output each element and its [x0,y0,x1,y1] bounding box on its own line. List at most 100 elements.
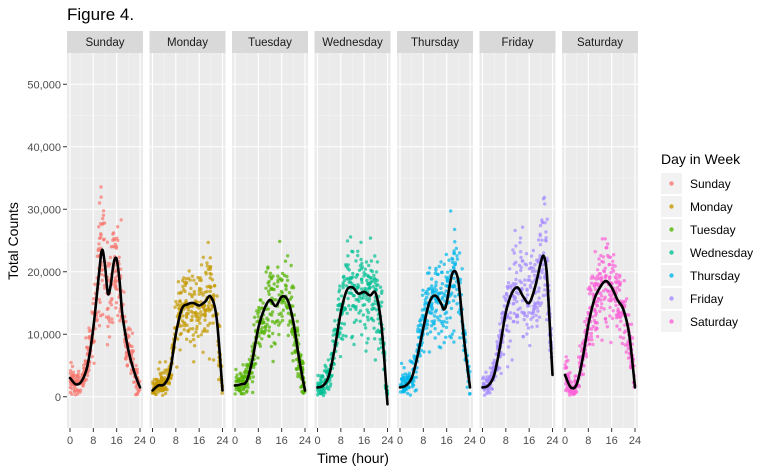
data-point [198,316,202,320]
data-point [531,248,535,253]
data-point [514,277,518,282]
data-point [208,289,212,294]
data-point [506,281,511,285]
data-point [529,254,534,258]
data-point [518,279,522,283]
data-point [119,218,123,222]
data-point [428,266,432,270]
legend-swatch [669,227,674,232]
data-point [367,282,371,286]
x-tick-label: 0 [562,435,568,447]
data-point [486,390,490,395]
data-point [81,383,86,387]
data-point [137,389,141,393]
data-point [535,324,539,328]
data-point [276,280,280,284]
smooth-line-tuesday [233,294,307,392]
data-point [134,393,138,397]
facet-strip [562,31,638,53]
data-point [401,375,405,380]
data-point [419,348,424,352]
data-point [257,334,261,338]
data-point [247,363,251,367]
data-point [279,311,283,315]
data-point [199,300,203,304]
data-point [491,361,495,365]
data-point [265,316,269,320]
smooth-line-wednesday [316,285,389,406]
data-point [611,269,616,273]
data-point [504,299,508,303]
data-point [518,306,522,310]
data-point [432,314,437,318]
data-point [436,291,440,296]
data-point [407,371,412,375]
data-point [608,305,612,310]
data-point [573,390,577,394]
data-point [267,325,271,329]
data-point [366,310,371,315]
data-point [80,372,84,377]
data-point [612,253,616,257]
data-point [342,278,347,283]
data-point [220,391,224,395]
data-point [194,314,198,319]
facet-strip-label: Sunday [85,37,124,49]
data-point [282,273,287,278]
data-point [70,364,75,369]
data-point [425,326,429,330]
data-point [508,339,512,343]
data-point [72,389,77,394]
data-point [317,388,322,392]
data-point [512,301,516,306]
data-point [194,330,198,334]
data-point [316,373,320,378]
data-point [173,305,177,309]
y-tick-label: 40,000 [27,142,61,154]
data-point [624,350,628,354]
data-point [514,270,519,275]
data-point [420,308,425,312]
data-point [158,388,163,393]
data-point [537,289,541,293]
data-point [339,321,344,326]
data-point [526,326,531,330]
data-point [95,318,99,322]
data-point [185,337,189,341]
data-point [423,306,427,310]
data-point [195,327,199,331]
data-point [205,261,209,265]
data-point [92,297,96,301]
data-point [591,324,595,329]
data-point [287,291,292,295]
data-point [359,257,363,262]
data-point [211,321,215,325]
data-point [609,270,613,275]
data-point [175,302,179,307]
data-point [275,284,279,289]
data-point [118,267,123,271]
data-point [422,350,426,354]
data-point [354,307,358,312]
data-point [178,348,182,352]
data-point [238,379,242,383]
data-point [609,293,614,297]
data-point [192,344,197,348]
data-point [106,324,110,329]
data-point [280,314,284,318]
data-point [376,317,380,321]
data-point [292,313,296,317]
data-point [260,337,264,341]
data-point [482,388,487,392]
data-point [373,277,378,282]
data-point [324,365,328,369]
data-point [74,377,78,381]
data-point [599,298,603,302]
data-point [260,306,264,310]
data-point [425,322,430,327]
legend-swatch [669,296,674,301]
data-point [285,278,290,283]
data-point [488,374,492,379]
x-tick-label: 0 [314,435,320,447]
data-point [518,240,522,245]
